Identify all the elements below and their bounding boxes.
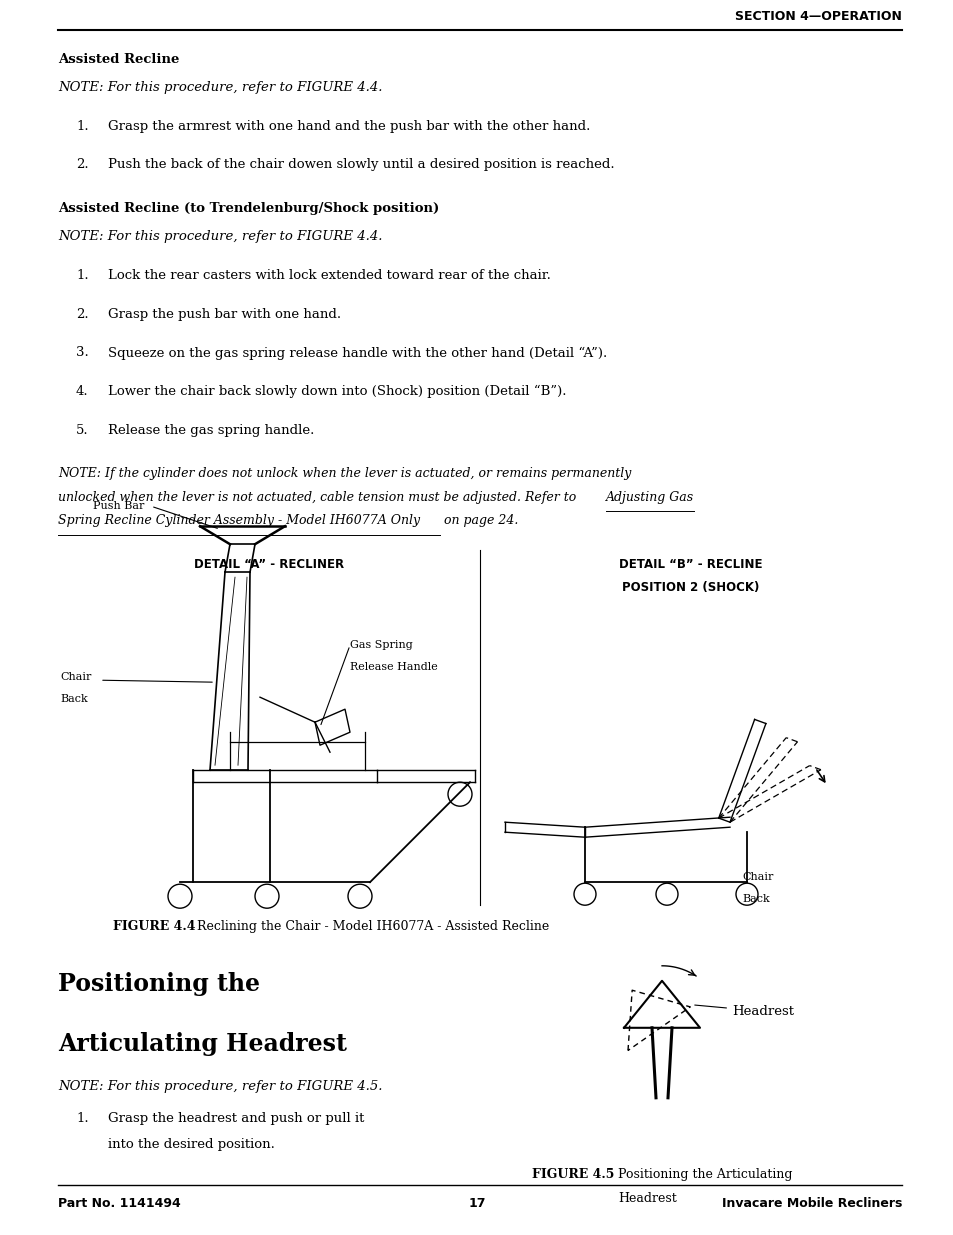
Text: 1.: 1. — [76, 1112, 89, 1125]
Text: 1.: 1. — [76, 269, 89, 282]
Text: into the desired position.: into the desired position. — [108, 1137, 274, 1151]
Text: 2.: 2. — [76, 158, 89, 172]
Text: SECTION 4—OPERATION: SECTION 4—OPERATION — [735, 10, 901, 23]
Text: Headrest: Headrest — [618, 1192, 676, 1204]
Text: Lower the chair back slowly down into (Shock) position (Detail “B”).: Lower the chair back slowly down into (S… — [108, 385, 566, 399]
Text: Grasp the push bar with one hand.: Grasp the push bar with one hand. — [108, 308, 341, 321]
Text: Headrest: Headrest — [694, 1005, 793, 1018]
Text: Chair: Chair — [60, 672, 91, 682]
Text: Spring Recline Cylinder Assembly - Model IH6077A Only: Spring Recline Cylinder Assembly - Model… — [58, 515, 419, 527]
Text: DETAIL “A” - RECLINER: DETAIL “A” - RECLINER — [193, 558, 344, 572]
Text: Chair: Chair — [741, 872, 773, 882]
Text: DETAIL “B” - RECLINE: DETAIL “B” - RECLINE — [618, 558, 762, 572]
Text: NOTE: For this procedure, refer to FIGURE 4.4.: NOTE: For this procedure, refer to FIGUR… — [58, 230, 382, 243]
Text: Adjusting Gas: Adjusting Gas — [605, 490, 694, 504]
Text: 2.: 2. — [76, 308, 89, 321]
Text: Release Handle: Release Handle — [350, 662, 437, 672]
Text: Articulating Headrest: Articulating Headrest — [58, 1032, 347, 1056]
Text: Push Bar: Push Bar — [92, 501, 144, 511]
Text: NOTE: For this procedure, refer to FIGURE 4.5.: NOTE: For this procedure, refer to FIGUR… — [58, 1081, 382, 1093]
Text: Positioning the: Positioning the — [58, 972, 260, 997]
Text: POSITION 2 (SHOCK): POSITION 2 (SHOCK) — [621, 582, 759, 594]
Text: Back: Back — [60, 694, 88, 704]
Text: 4.: 4. — [76, 385, 89, 398]
Text: NOTE: For this procedure, refer to FIGURE 4.4.: NOTE: For this procedure, refer to FIGUR… — [58, 80, 382, 94]
Text: Positioning the Articulating: Positioning the Articulating — [618, 1168, 792, 1181]
Text: Gas Spring: Gas Spring — [350, 640, 413, 650]
Text: Back: Back — [741, 894, 769, 904]
Text: 17: 17 — [468, 1197, 485, 1210]
Text: 3.: 3. — [76, 346, 89, 359]
Text: 5.: 5. — [76, 424, 89, 437]
Text: Part No. 1141494: Part No. 1141494 — [58, 1197, 180, 1210]
Text: FIGURE 4.4: FIGURE 4.4 — [112, 920, 195, 934]
Text: on page 24.: on page 24. — [439, 515, 517, 527]
Text: FIGURE 4.5: FIGURE 4.5 — [532, 1168, 614, 1181]
Text: Squeeze on the gas spring release handle with the other hand (Detail “A”).: Squeeze on the gas spring release handle… — [108, 346, 607, 359]
Text: Reclining the Chair - Model IH6077A - Assisted Recline: Reclining the Chair - Model IH6077A - As… — [185, 920, 549, 934]
Text: Lock the rear casters with lock extended toward rear of the chair.: Lock the rear casters with lock extended… — [108, 269, 550, 282]
Text: Assisted Recline (to Trendelenburg/Shock position): Assisted Recline (to Trendelenburg/Shock… — [58, 203, 438, 215]
Text: unlocked when the lever is not actuated, cable tension must be adjusted. Refer t: unlocked when the lever is not actuated,… — [58, 490, 579, 504]
Text: Grasp the headrest and push or pull it: Grasp the headrest and push or pull it — [108, 1112, 364, 1125]
Text: Assisted Recline: Assisted Recline — [58, 53, 179, 65]
Text: Push the back of the chair dowen slowly until a desired position is reached.: Push the back of the chair dowen slowly … — [108, 158, 614, 172]
Text: Grasp the armrest with one hand and the push bar with the other hand.: Grasp the armrest with one hand and the … — [108, 120, 590, 132]
Text: Release the gas spring handle.: Release the gas spring handle. — [108, 424, 314, 437]
Text: 1.: 1. — [76, 120, 89, 132]
Text: NOTE: If the cylinder does not unlock when the lever is actuated, or remains per: NOTE: If the cylinder does not unlock wh… — [58, 467, 631, 480]
Text: Invacare Mobile Recliners: Invacare Mobile Recliners — [720, 1197, 901, 1210]
